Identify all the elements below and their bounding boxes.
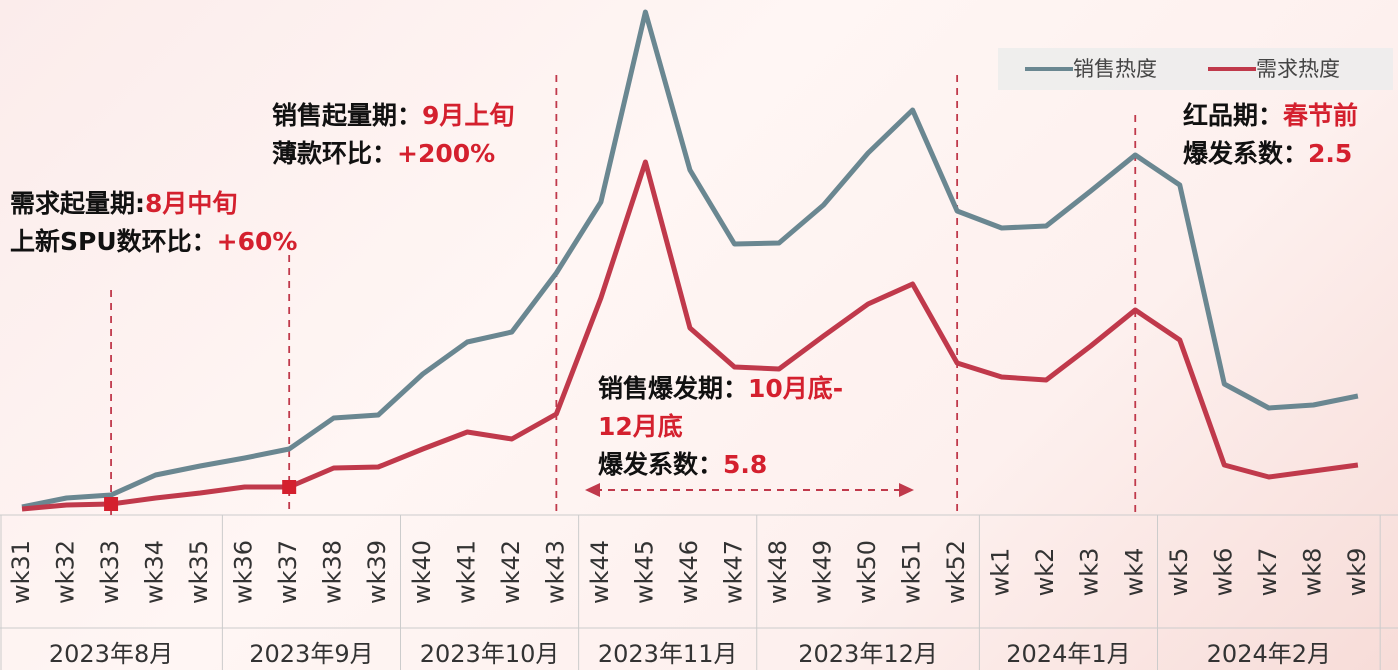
x-tick-label: wk47: [719, 540, 747, 604]
month-label: 2023年8月: [49, 640, 173, 668]
x-tick-label: wk2: [1031, 548, 1059, 597]
annotation-value: 5.8: [723, 450, 767, 479]
marker: [282, 480, 297, 494]
arrow-head: [585, 483, 600, 497]
annotation-label: 销售爆发期：: [598, 374, 748, 403]
x-tick-label: wk33: [96, 540, 124, 604]
annotation: 销售起量期：9月上旬: [272, 101, 514, 130]
x-tick-label: wk32: [52, 540, 80, 604]
x-tick-label: wk3: [1076, 548, 1104, 597]
month-label: 2023年10月: [420, 640, 560, 668]
x-tick-label: wk38: [319, 540, 347, 604]
month-label: 2024年2月: [1207, 640, 1331, 668]
series-line: [21, 159, 1359, 512]
x-tick-label: wk41: [452, 540, 480, 604]
annotation-value: 10月底-: [748, 374, 843, 403]
x-tick-label: wk37: [274, 540, 302, 604]
arrow-head: [899, 483, 914, 497]
annotation-label: 需求起量期:: [10, 189, 145, 218]
x-tick-label: wk39: [363, 540, 391, 604]
legend-label: 需求热度: [1256, 57, 1340, 81]
x-tick-label: wk6: [1209, 548, 1237, 597]
x-tick-label: wk43: [541, 540, 569, 604]
x-tick-label: wk35: [185, 540, 213, 604]
annotation-label: 红品期：: [1183, 101, 1283, 130]
series-line: [21, 9, 1359, 510]
annotation-value: 8月中旬: [145, 189, 237, 218]
x-tick-label: wk4: [1120, 548, 1148, 597]
x-tick-label: wk40: [408, 540, 436, 604]
x-tick-label: wk8: [1298, 548, 1326, 597]
annotation: 薄款环比：+200%: [272, 139, 495, 168]
month-label: 2023年11月: [598, 640, 738, 668]
annotation-value: 9月上旬: [422, 101, 514, 130]
x-tick-label: wk46: [675, 540, 703, 604]
x-tick-label: wk31: [7, 540, 35, 604]
annotation-label: 销售起量期：: [272, 101, 422, 130]
annotation: 销售爆发期：10月底-: [598, 374, 843, 403]
x-tick-label: wk1: [987, 548, 1015, 597]
annotation-value: +200%: [397, 139, 495, 168]
annotation: 需求起量期:8月中旬: [10, 189, 237, 218]
month-label: 2023年9月: [249, 640, 373, 668]
marker: [104, 497, 119, 511]
x-tick-label: wk44: [586, 540, 614, 604]
annotation-label: 爆发系数：: [598, 450, 723, 479]
annotation: 上新SPU数环比：+60%: [10, 227, 297, 256]
x-tick-label: wk9: [1343, 548, 1371, 597]
x-tick-label: wk50: [853, 540, 881, 604]
x-tick-label: wk42: [497, 540, 525, 604]
x-tick-label: wk51: [898, 540, 926, 604]
x-tick-label: wk45: [630, 540, 658, 604]
x-tick-label: wk5: [1165, 548, 1193, 597]
legend-label: 销售热度: [1073, 57, 1157, 81]
annotation-value: 12月底: [598, 412, 683, 441]
annotation-label: 爆发系数：: [1183, 139, 1308, 168]
annotation-value: 2.5: [1308, 139, 1352, 168]
month-label: 2024年1月: [1006, 640, 1130, 668]
x-tick-label: wk7: [1254, 548, 1282, 597]
x-tick-label: wk49: [809, 540, 837, 604]
x-tick-label: wk52: [942, 540, 970, 604]
x-tick-label: wk34: [141, 540, 169, 604]
annotation: 爆发系数：5.8: [598, 450, 767, 479]
x-tick-label: wk36: [230, 540, 258, 604]
annotation-value: +60%: [217, 227, 298, 256]
annotation: 爆发系数：2.5: [1183, 139, 1352, 168]
annotation: 红品期：春节前: [1183, 101, 1358, 130]
x-tick-label: wk48: [764, 540, 792, 604]
month-label: 2023年12月: [798, 640, 938, 668]
annotation: 12月底: [598, 412, 683, 441]
annotation-label: 上新SPU数环比：: [10, 227, 217, 256]
annotation-value: 春节前: [1283, 101, 1358, 130]
annotation-label: 薄款环比：: [272, 139, 397, 168]
